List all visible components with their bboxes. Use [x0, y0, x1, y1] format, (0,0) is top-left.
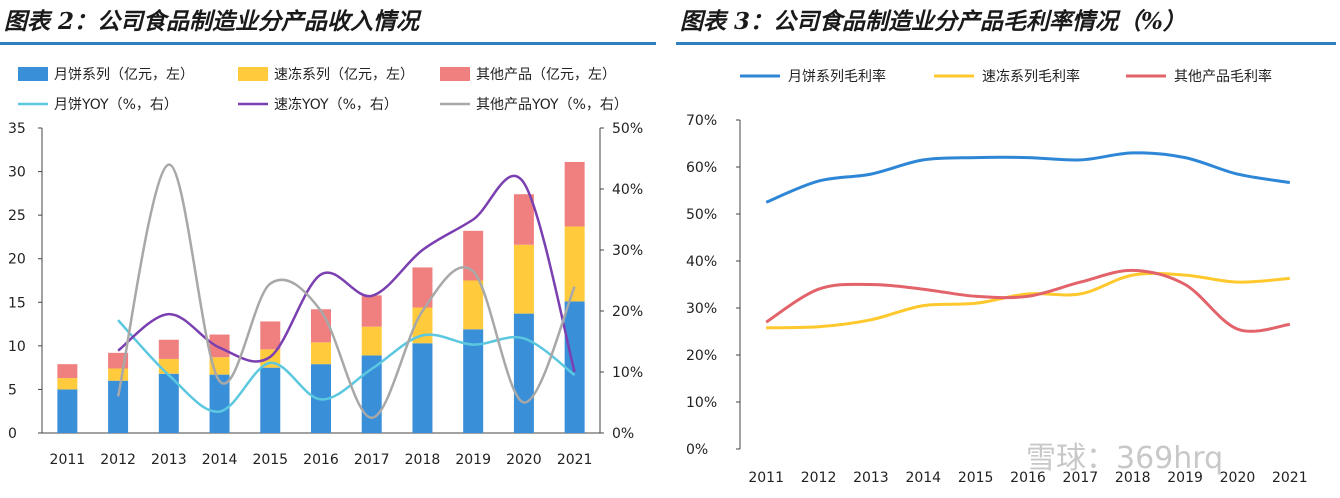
left-chart-title: 图表 2：公司食品制造业分产品收入情况 [4, 8, 420, 35]
legend-label: 速冻YOY（%，右） [274, 96, 398, 113]
legend-swatch [18, 67, 48, 81]
x-tick-label: 2017 [354, 452, 390, 468]
bar-segment [513, 194, 534, 245]
bar-segment [361, 295, 382, 327]
right-chart-panel: 图表 3：公司食品制造业分产品毛利率情况（%） 月饼系列毛利率 速冻系列毛利率 其他… [676, 0, 1340, 498]
right-chart-title: 图表 3：公司食品制造业分产品毛利率情况（%） [680, 8, 1186, 35]
x-tick-label: 2020 [506, 452, 542, 468]
y-tick-label-left: 25 [8, 208, 26, 224]
y-tick-label-left: 0 [8, 426, 17, 442]
y-tick-label-right: 50% [612, 121, 643, 137]
right-chart-svg: 月饼系列毛利率 速冻系列毛利率 其他产品毛利率 0% 10% 20% 30% 40% 50% 60… [686, 68, 1308, 486]
x-tick-label: 2016 [1010, 470, 1046, 486]
y-tick-label-left: 35 [8, 121, 26, 137]
x-tick-label: 2015 [958, 470, 994, 486]
x-tick-label: 2012 [801, 470, 837, 486]
y-tick-label: 0% [686, 442, 708, 458]
series-line [765, 268, 1291, 333]
y-tick-label-left: 10 [8, 339, 26, 355]
y-tick-label: 70% [686, 113, 717, 129]
left-chart-panel: 图表 2：公司食品制造业分产品收入情况 月饼系列（亿元，左） 速冻系列（亿元，左）… [0, 0, 660, 498]
y-tick-label-left: 30 [8, 165, 26, 181]
legend-label: 月饼YOY（%，右） [54, 97, 178, 113]
bar-segment [158, 339, 179, 359]
x-tick-label: 2018 [1115, 470, 1151, 486]
x-tick-label: 2021 [557, 452, 593, 468]
y-tick-label-left: 5 [8, 382, 17, 398]
bar-segment [311, 342, 331, 365]
y-tick-label-right: 30% [612, 243, 643, 259]
bar-segment [463, 329, 484, 433]
y-tick-label-right: 20% [612, 304, 643, 320]
bar-segment [57, 389, 78, 433]
x-tick-label: 2017 [1063, 470, 1099, 486]
y-tick-label: 20% [686, 348, 717, 364]
series-line [766, 271, 1290, 330]
x-tick-label: 2013 [853, 470, 889, 486]
legend-swatch [238, 67, 268, 81]
x-tick-label: 2012 [100, 452, 136, 468]
title-underline [676, 42, 1336, 45]
bar-segment [209, 334, 230, 358]
watermark-text: 雪球：369hrq [1026, 441, 1223, 476]
legend-label: 速冻系列（亿元，左） [274, 66, 414, 83]
y-tick-label: 40% [686, 254, 717, 270]
left-chart-svg: 月饼系列（亿元，左） 速冻系列（亿元，左） 其他产品（亿元，左） 月饼YOY（%，右）… [8, 66, 643, 468]
x-tick-label: 2020 [1220, 470, 1256, 486]
bar-segment [412, 343, 433, 433]
legend-label: 其他产品（亿元，左） [476, 67, 616, 83]
y-tick-label: 60% [686, 160, 717, 176]
bar-segment [513, 313, 534, 433]
bar-segment [158, 373, 179, 433]
x-tick-label: 2015 [252, 452, 288, 468]
title-underline [0, 42, 656, 45]
bar-segment [513, 244, 534, 314]
bar-segment [158, 358, 179, 374]
y-tick-label-right: 0% [612, 426, 634, 442]
x-tick-label: 2019 [1167, 470, 1203, 486]
bar-segment [57, 378, 78, 390]
legend-swatch [440, 67, 470, 81]
x-tick-label: 2018 [405, 452, 441, 468]
bar-segment [260, 321, 281, 350]
bar-segment [361, 326, 382, 356]
bar-segment [361, 355, 382, 433]
y-tick-label: 10% [686, 395, 717, 411]
bar-segment [463, 280, 484, 330]
x-tick-label: 2011 [748, 470, 784, 486]
x-tick-label: 2021 [1272, 470, 1308, 486]
x-tick-label: 2019 [455, 452, 491, 468]
y-tick-label: 30% [686, 301, 717, 317]
y-tick-label-right: 40% [612, 182, 643, 198]
y-tick-label: 50% [686, 207, 717, 223]
bar-segment [57, 364, 78, 379]
x-tick-label: 2014 [905, 470, 941, 486]
y-tick-label-left: 20 [8, 252, 26, 268]
bar-segment [564, 161, 585, 227]
y-tick-label-left: 15 [8, 295, 26, 311]
series-line [117, 174, 576, 373]
x-tick-label: 2011 [50, 452, 86, 468]
bar-segment [108, 368, 129, 381]
legend-label: 月饼系列毛利率 [788, 68, 886, 85]
bar-segment [260, 367, 281, 433]
x-tick-label: 2014 [202, 452, 238, 468]
y-tick-label-right: 10% [612, 365, 643, 381]
series-line [116, 163, 576, 420]
bar-segment [108, 380, 129, 433]
legend-label: 其他产品毛利率 [1174, 68, 1272, 85]
bar-segment [564, 226, 585, 302]
bar-segment [412, 267, 433, 308]
x-tick-label: 2016 [303, 452, 339, 468]
legend-label: 其他产品YOY（%，右） [476, 97, 628, 113]
legend-label: 速冻系列毛利率 [982, 68, 1080, 85]
x-tick-label: 2013 [151, 452, 187, 468]
series-line [765, 151, 1291, 204]
bar-segment [209, 374, 230, 433]
legend-label: 月饼系列（亿元，左） [54, 67, 194, 83]
